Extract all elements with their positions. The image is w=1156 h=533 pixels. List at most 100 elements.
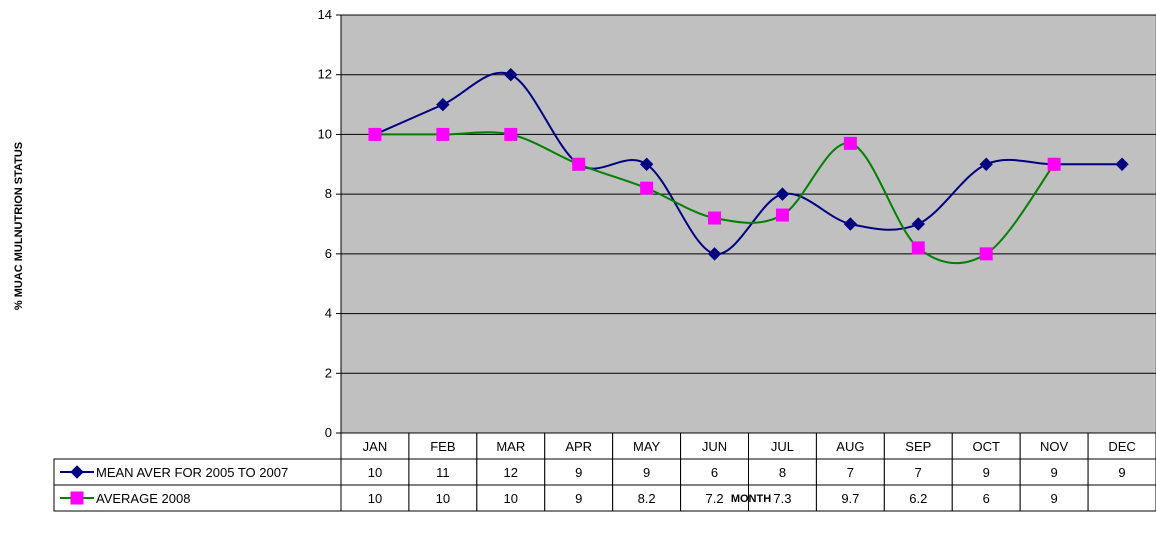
y-tick-label: 2 bbox=[325, 365, 332, 380]
data-label: 9 bbox=[575, 465, 582, 480]
data-label: 10 bbox=[368, 465, 382, 480]
table-cell bbox=[408, 458, 478, 486]
data-label: 9 bbox=[1051, 465, 1058, 480]
data-point bbox=[979, 157, 993, 171]
table-cell bbox=[1087, 484, 1156, 512]
data-label: 8 bbox=[779, 465, 786, 480]
data-label: 6.2 bbox=[909, 491, 927, 506]
table-cell bbox=[408, 484, 478, 512]
table-header-cell bbox=[544, 432, 614, 460]
data-label: 9 bbox=[575, 491, 582, 506]
y-tick-label: 4 bbox=[325, 306, 332, 321]
table-cell bbox=[476, 458, 546, 486]
data-label: 9.7 bbox=[841, 491, 859, 506]
data-label: 7 bbox=[847, 465, 854, 480]
table-cell bbox=[544, 484, 614, 512]
data-label: 9 bbox=[983, 465, 990, 480]
x-tick-label: NOV bbox=[1040, 439, 1069, 454]
table-cell bbox=[951, 484, 1021, 512]
table-cell bbox=[1087, 458, 1156, 486]
x-tick-label: SEP bbox=[905, 439, 931, 454]
data-label: 10 bbox=[504, 491, 518, 506]
y-tick-label: 0 bbox=[325, 425, 332, 440]
x-tick-label: JUN bbox=[702, 439, 727, 454]
x-tick-label: MAR bbox=[496, 439, 525, 454]
data-point bbox=[640, 181, 654, 195]
table-cell bbox=[612, 484, 682, 512]
table-cell bbox=[544, 458, 614, 486]
data-label: 7 bbox=[915, 465, 922, 480]
x-axis-title: MONTH bbox=[731, 493, 771, 505]
data-point bbox=[639, 157, 654, 171]
data-point bbox=[1047, 157, 1061, 171]
series-line-2 bbox=[374, 131, 1055, 265]
table-cell bbox=[612, 458, 682, 486]
y-tick-label: 14 bbox=[318, 7, 332, 22]
data-point bbox=[1115, 157, 1129, 171]
table-header-cell bbox=[1087, 432, 1156, 460]
data-label: 9 bbox=[643, 465, 650, 480]
data-label: 9 bbox=[1118, 465, 1125, 480]
table-cell bbox=[340, 458, 410, 486]
data-label: 7.2 bbox=[706, 491, 724, 506]
table-cell bbox=[476, 484, 546, 512]
legend-cell bbox=[53, 484, 342, 512]
table-header-cell bbox=[815, 432, 885, 460]
x-tick-label: OCT bbox=[972, 439, 1000, 454]
y-tick-label: 6 bbox=[325, 246, 332, 261]
table-header-cell bbox=[408, 432, 478, 460]
data-point bbox=[707, 247, 722, 261]
x-tick-label: MAY bbox=[633, 439, 661, 454]
table-cell bbox=[815, 484, 885, 512]
data-point bbox=[911, 241, 925, 255]
legend-key-marker bbox=[70, 465, 84, 479]
plot-background bbox=[340, 14, 1156, 434]
data-label: 10 bbox=[368, 491, 382, 506]
table-header-cell bbox=[748, 432, 817, 460]
data-point bbox=[436, 127, 450, 141]
y-tick-label: 12 bbox=[318, 67, 332, 82]
x-tick-label: DEC bbox=[1108, 439, 1135, 454]
data-point bbox=[843, 136, 857, 150]
data-point bbox=[504, 127, 518, 141]
legend-key-marker bbox=[70, 491, 84, 505]
data-label: 7.3 bbox=[773, 491, 791, 506]
data-point bbox=[979, 247, 993, 261]
x-tick-label: JAN bbox=[363, 439, 388, 454]
table-cell bbox=[680, 458, 749, 486]
x-tick-label: APR bbox=[565, 439, 592, 454]
legend-entry: MEAN AVER FOR 2005 TO 2007 bbox=[96, 465, 288, 480]
data-label: 8.2 bbox=[638, 491, 656, 506]
data-point bbox=[572, 157, 586, 171]
data-point bbox=[843, 217, 858, 231]
x-tick-label: AUG bbox=[836, 439, 864, 454]
table-cell bbox=[951, 458, 1021, 486]
y-axis-title: % MUAC MULNUTRION STATUS bbox=[13, 142, 25, 310]
data-label: 11 bbox=[436, 465, 450, 480]
table-cell bbox=[680, 484, 749, 512]
table-cell bbox=[340, 484, 410, 512]
data-label: 9 bbox=[1051, 491, 1058, 506]
table-header-cell bbox=[476, 432, 546, 460]
data-label: 12 bbox=[504, 465, 518, 480]
x-tick-label: FEB bbox=[430, 439, 455, 454]
data-point bbox=[775, 187, 790, 201]
data-point bbox=[436, 97, 450, 112]
data-table: JAN FEB MAR APR MAY JUN JUL AUG SEP OCT NOV DEC MEAN… bbox=[53, 432, 1156, 512]
x-tick-label: JUL bbox=[771, 439, 794, 454]
table-cell bbox=[1019, 484, 1089, 512]
plot-area: 0 2 4 6 8 10 12 14 bbox=[318, 7, 1156, 440]
table-cell bbox=[883, 484, 953, 512]
y-tick-label: 10 bbox=[318, 126, 332, 141]
data-label: 6 bbox=[983, 491, 990, 506]
data-label: 6 bbox=[711, 465, 718, 480]
data-label: 10 bbox=[436, 491, 450, 506]
legend-entry: AVERAGE 2008 bbox=[96, 491, 190, 506]
data-point bbox=[911, 217, 925, 231]
data-point bbox=[368, 127, 382, 141]
y-tick-label: 8 bbox=[325, 186, 332, 201]
data-point bbox=[708, 211, 722, 225]
data-point bbox=[775, 208, 789, 222]
data-point bbox=[504, 68, 518, 82]
